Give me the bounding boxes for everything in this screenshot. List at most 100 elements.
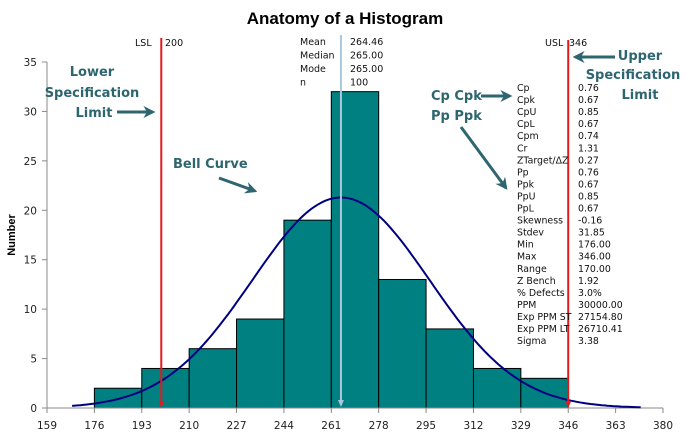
stat-value: 0.67	[578, 119, 599, 130]
stat-value: 0.85	[578, 107, 599, 118]
upper-spec-line-3: Limit	[622, 88, 659, 103]
histogram-bar-210-227	[188, 348, 238, 409]
stat-label: CpL	[517, 119, 535, 130]
lower-spec-annotation: Lower Specification Limit	[45, 65, 156, 121]
stat-value: 3.38	[578, 336, 599, 347]
stat-label: Min	[517, 240, 534, 251]
cp-cpk-label: Cp Cpk	[431, 89, 482, 104]
stat-value: 1.31	[578, 143, 599, 154]
stat-label: PPM	[517, 300, 536, 311]
stat-label: Skewness	[517, 216, 563, 227]
stat-value: 0.76	[578, 167, 599, 178]
summary-value: 264.46	[350, 37, 383, 48]
summary-label: n	[300, 78, 306, 89]
stat-label: CpU	[517, 107, 536, 118]
summary-value: 100	[350, 78, 368, 89]
x-tick-labels: 159 176 193 210 227 244 261 278 295 312 329 346 363 3…	[37, 420, 673, 432]
x-tick-label: 380	[653, 420, 673, 432]
upper-spec-annotation: Upper Specification Limit	[572, 49, 681, 103]
stat-label: Cpk	[517, 95, 535, 106]
y-tick-label: 35	[24, 57, 37, 69]
summary-value: 265.00	[350, 64, 383, 75]
x-tick-label: 346	[558, 420, 578, 432]
stat-label: Exp PPM ST	[517, 312, 572, 323]
bell-curve-arrow-icon	[218, 176, 258, 194]
bell-curve-label: Bell Curve	[173, 157, 248, 172]
usl-label: USL	[545, 38, 564, 49]
stat-value: 0.67	[578, 179, 599, 190]
x-tick-label: 159	[37, 420, 57, 432]
stat-value: 176.00	[578, 240, 611, 251]
histogram-bar-244-261	[283, 219, 332, 409]
stat-value: 0.27	[578, 155, 599, 166]
stat-label: Pp	[517, 167, 529, 178]
stat-value: 0.67	[578, 95, 599, 106]
pp-ppk-label: Pp Ppk	[431, 109, 482, 124]
lsl-arrow-icon	[158, 401, 165, 408]
stat-label: Exp PPM LT	[517, 324, 570, 335]
stat-label: Max	[517, 252, 537, 263]
y-tick-label: 15	[24, 255, 37, 267]
lsl-value: 200	[165, 38, 183, 49]
stat-label: PpU	[517, 191, 536, 202]
summary-stats: Mean 264.46 Median 265.00 Mode 265.00 n 100	[300, 37, 383, 89]
bars-group	[93, 91, 569, 409]
chart-title: Anatomy of a Histogram	[247, 9, 443, 28]
stat-label: Stdev	[517, 228, 544, 239]
stat-label: Cpm	[517, 131, 539, 142]
stat-label: Sigma	[517, 336, 546, 347]
stat-label: Cp	[517, 83, 530, 94]
stat-label: Range	[517, 264, 547, 275]
x-tick-label: 261	[321, 420, 341, 432]
axes-group	[42, 61, 664, 413]
bell-curve-group	[71, 196, 641, 409]
stat-value: 26710.41	[578, 324, 623, 335]
y-tick-label: 10	[24, 304, 37, 316]
lower-spec-line-2: Specification	[45, 86, 140, 101]
histogram-bar-227-244	[236, 318, 285, 409]
stat-value: -0.16	[578, 216, 602, 227]
x-tick-label: 193	[132, 420, 152, 432]
x-tick-label: 210	[179, 420, 199, 432]
x-tick-label: 227	[227, 420, 247, 432]
pp-ppk-arrow-icon	[459, 126, 508, 190]
summary-label: Mean	[300, 37, 326, 48]
usl-value: 346	[569, 38, 587, 49]
x-tick-label: 363	[606, 420, 626, 432]
stat-value: 31.85	[578, 228, 605, 239]
mean-arrow-icon	[337, 400, 344, 407]
lower-spec-line-1: Lower	[70, 65, 115, 80]
stat-value: 0.85	[578, 191, 599, 202]
stat-value: 1.92	[578, 276, 599, 287]
bell-curve-line	[71, 196, 641, 409]
y-tick-label: 5	[30, 354, 37, 366]
y-tick-label: 20	[24, 205, 37, 217]
stat-label: Ppk	[517, 179, 535, 190]
histogram-bar-295-312	[425, 328, 474, 409]
summary-label: Mode	[300, 64, 326, 75]
stat-label: Z Bench	[517, 276, 556, 287]
y-tick-label: 0	[30, 403, 37, 415]
stat-label: Cr	[517, 143, 528, 154]
stat-value: 3.0%	[578, 288, 602, 299]
upper-spec-line-1: Upper	[618, 49, 663, 64]
y-tick-labels: 0 5 10 15 20 25 30 35	[24, 57, 37, 415]
summary-value: 265.00	[350, 51, 383, 62]
x-tick-label: 244	[274, 420, 294, 432]
stat-value: 0.76	[578, 83, 599, 94]
capability-stats-table: Cp 0.76 Cpk 0.67 CpU 0.85 CpL 0.67 Cpm 0.74 Cr 1.31…	[517, 83, 623, 347]
y-tick-label: 25	[24, 156, 37, 168]
stat-value: 30000.00	[578, 300, 623, 311]
stat-value: 0.67	[578, 204, 599, 215]
x-tick-label: 329	[511, 420, 531, 432]
summary-label: Median	[300, 51, 335, 62]
x-tick-label: 295	[416, 420, 436, 432]
x-tick-label: 278	[369, 420, 389, 432]
histogram-bar-278-295	[378, 278, 427, 409]
histogram-bar-312-329	[472, 367, 522, 409]
upper-spec-line-2: Specification	[586, 68, 681, 83]
bell-curve-annotation: Bell Curve	[173, 157, 258, 194]
lower-spec-line-3: Limit	[76, 106, 113, 121]
stat-value: 27154.80	[578, 312, 623, 323]
